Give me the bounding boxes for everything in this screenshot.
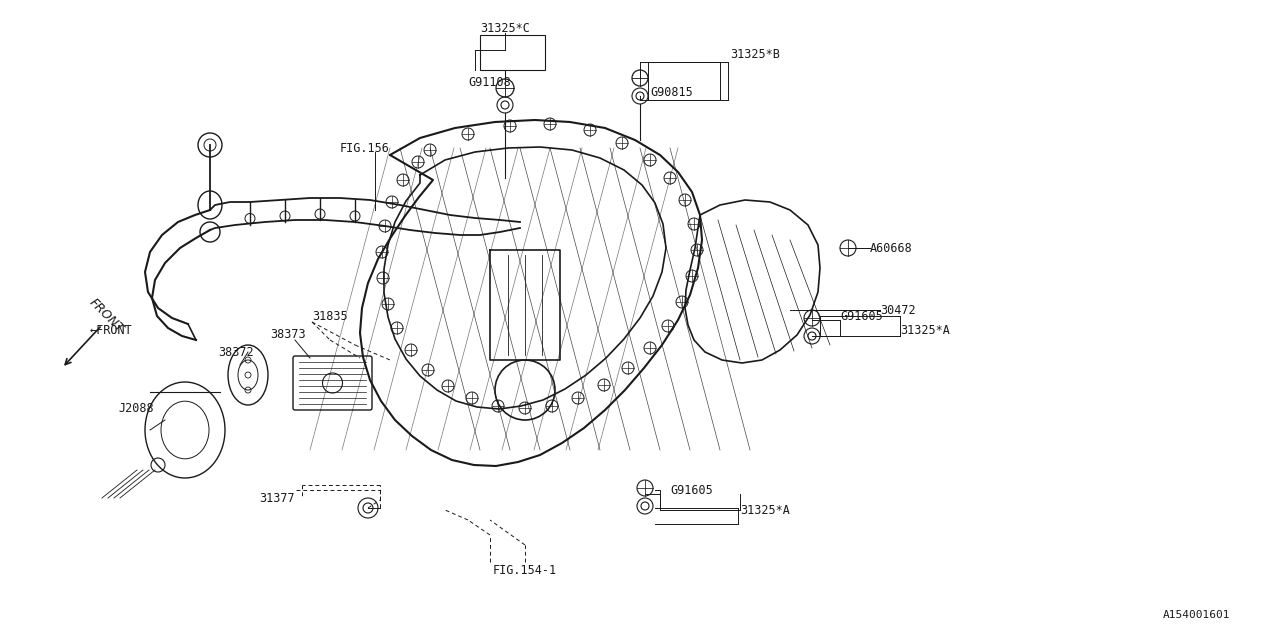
Text: A154001601: A154001601 (1162, 610, 1230, 620)
Text: 31325*B: 31325*B (730, 49, 780, 61)
Text: 31325*C: 31325*C (480, 22, 530, 35)
Text: 31377: 31377 (260, 492, 294, 504)
Text: G91108: G91108 (468, 76, 511, 88)
Text: ←FRONT: ←FRONT (90, 323, 133, 337)
Text: 31325*A: 31325*A (900, 323, 950, 337)
Text: FIG.156: FIG.156 (340, 141, 390, 154)
Text: 31325*A: 31325*A (740, 504, 790, 516)
Text: 30472: 30472 (881, 303, 915, 317)
Text: A60668: A60668 (870, 241, 913, 255)
Text: J2088: J2088 (118, 401, 154, 415)
Text: 38373: 38373 (270, 328, 306, 340)
Text: FRONT: FRONT (87, 296, 127, 335)
Text: FIG.154-1: FIG.154-1 (493, 563, 557, 577)
Text: G91605: G91605 (669, 483, 713, 497)
Text: G91605: G91605 (840, 310, 883, 323)
Text: 38372: 38372 (218, 346, 253, 358)
Bar (480, 35, 545, 70)
Text: 31835: 31835 (312, 310, 348, 323)
Text: G90815: G90815 (650, 86, 692, 99)
